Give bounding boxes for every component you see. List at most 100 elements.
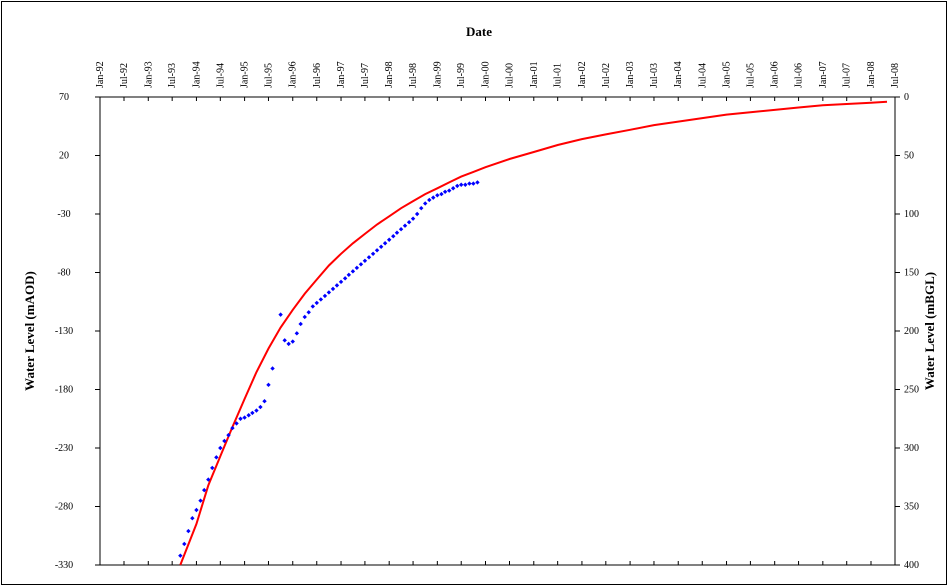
series-1-point bbox=[198, 498, 203, 503]
series-1-point bbox=[463, 182, 468, 187]
series-1-point bbox=[210, 465, 215, 471]
left-tick-label: 70 bbox=[59, 92, 69, 103]
date-tick-label: Jan-02 bbox=[577, 61, 588, 88]
series-1-point bbox=[234, 421, 239, 426]
date-tick-label: Jul-08 bbox=[890, 63, 901, 88]
series-1-point bbox=[322, 293, 328, 299]
date-tick-label: Jan-03 bbox=[625, 61, 636, 88]
series-1-point bbox=[238, 416, 243, 421]
series-1-point bbox=[391, 234, 396, 239]
series-1-point bbox=[414, 211, 420, 217]
series-1-point bbox=[394, 230, 400, 235]
series-1-point bbox=[370, 251, 376, 256]
series-1-point bbox=[206, 477, 211, 482]
series-1-point bbox=[442, 189, 448, 194]
series-1-point bbox=[178, 553, 183, 558]
series-1-point bbox=[278, 312, 283, 317]
right-axis: 0 50 100 150 200 250 300 350 400 bbox=[895, 92, 919, 571]
date-tick-label: Jan-97 bbox=[336, 61, 347, 88]
date-tick-label: Jul-98 bbox=[408, 63, 419, 88]
plot-area bbox=[99, 96, 896, 566]
series-1-point bbox=[423, 201, 428, 206]
series-1-point bbox=[346, 272, 352, 278]
date-tick-label: Jan-08 bbox=[866, 61, 877, 88]
series-1-point bbox=[294, 331, 300, 336]
series-1-point bbox=[386, 237, 392, 242]
series-1-point bbox=[366, 255, 372, 260]
series-1-point bbox=[302, 314, 307, 320]
date-tick-label: Jul-99 bbox=[456, 63, 467, 88]
date-tick-label: Jan-99 bbox=[432, 61, 443, 88]
date-tick-label: Jan-01 bbox=[529, 61, 540, 88]
left-tick-label: -80 bbox=[57, 268, 70, 279]
right-tick-label: 350 bbox=[904, 502, 919, 513]
series-1-point bbox=[222, 438, 227, 444]
series-1-point bbox=[475, 180, 480, 185]
date-tick-label: Jan-04 bbox=[673, 61, 684, 88]
right-tick-label: 50 bbox=[904, 151, 914, 162]
date-tick-label: Jan-92 bbox=[95, 61, 106, 88]
series-1-point bbox=[262, 399, 267, 404]
date-tick-label: Jan-93 bbox=[143, 61, 154, 88]
series-1-point bbox=[326, 290, 332, 295]
date-tick-label: Jul-94 bbox=[215, 63, 226, 88]
series-1-point bbox=[282, 338, 287, 343]
series-1-point bbox=[230, 425, 235, 431]
date-tick-label: Jul-04 bbox=[697, 63, 708, 88]
date-tick-label: Jan-07 bbox=[818, 61, 829, 88]
series-1-point bbox=[250, 410, 255, 416]
series-1-point bbox=[459, 182, 464, 187]
left-tick-label: -330 bbox=[55, 560, 73, 571]
right-tick-label: 400 bbox=[904, 560, 919, 571]
series-1-point bbox=[402, 223, 408, 228]
left-tick-label: 20 bbox=[59, 151, 69, 162]
series-1-point bbox=[382, 241, 388, 246]
date-tick-label: Jul-03 bbox=[649, 63, 660, 88]
series-1-point bbox=[450, 186, 456, 191]
date-tick-label: Jan-95 bbox=[240, 61, 251, 88]
left-axis-title: Water Level (mAOD) bbox=[22, 271, 37, 391]
date-tick-label: Jul-02 bbox=[601, 63, 612, 88]
left-tick-label: -30 bbox=[57, 209, 70, 220]
left-tick-label: -280 bbox=[55, 502, 73, 513]
series-1-point bbox=[354, 265, 360, 271]
right-tick-label: 0 bbox=[904, 92, 909, 103]
date-tick-label: Jul-92 bbox=[119, 63, 130, 88]
series-1-point bbox=[254, 408, 259, 413]
date-tick-label: Jan-05 bbox=[722, 61, 733, 88]
series-1-point bbox=[194, 507, 199, 513]
left-axis: 70 20 -30 -80 -130 -180 -230 -280 -330 bbox=[55, 92, 100, 571]
date-tick-label: Jan-00 bbox=[480, 61, 491, 88]
date-tick-label: Jul-96 bbox=[312, 63, 323, 88]
series-1-point bbox=[410, 216, 416, 221]
series-1-point bbox=[467, 181, 472, 186]
series-1-point bbox=[242, 415, 247, 420]
right-tick-label: 100 bbox=[904, 209, 919, 220]
series-1-point bbox=[290, 339, 295, 344]
series-1-point bbox=[258, 404, 263, 410]
left-tick-label: -230 bbox=[55, 443, 73, 454]
series-1-point bbox=[378, 244, 384, 249]
series-1-point bbox=[218, 445, 223, 451]
date-tick-label: Jul-93 bbox=[167, 63, 178, 88]
series-1-point bbox=[306, 310, 311, 315]
series-1-point bbox=[374, 248, 380, 253]
series-1-point bbox=[435, 193, 440, 198]
series-1-point bbox=[330, 286, 336, 292]
date-tick-label: Jul-06 bbox=[794, 63, 805, 88]
date-axis: Jan-92 Jul-92 Jan-93 Jul-93 Jan-94 Jul-94 Jan-… bbox=[95, 61, 901, 565]
date-tick-label: Jan-94 bbox=[191, 61, 202, 88]
right-tick-label: 200 bbox=[904, 326, 919, 337]
series-1-point bbox=[182, 541, 187, 547]
date-tick-label: Jul-01 bbox=[553, 63, 564, 88]
series-1-point bbox=[427, 197, 432, 203]
series-1-point bbox=[266, 382, 271, 388]
series-1-point bbox=[471, 181, 476, 186]
series-1-point bbox=[358, 262, 364, 267]
series-1-point bbox=[246, 413, 251, 418]
series-1-point bbox=[447, 188, 452, 193]
series-1-point bbox=[298, 321, 303, 327]
series-1-point bbox=[439, 191, 444, 197]
